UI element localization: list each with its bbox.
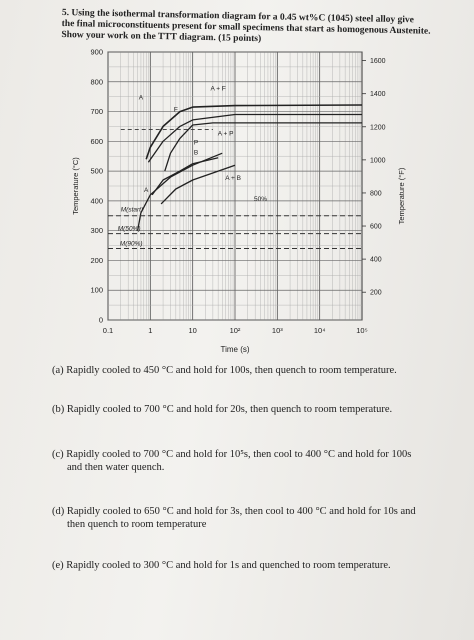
x-tick-label: 1 xyxy=(148,326,152,335)
x-tick-label: 10 xyxy=(188,326,196,335)
part-a: (a) Rapidly cooled to 450 °C and hold fo… xyxy=(52,364,452,377)
region-label: A xyxy=(144,187,149,194)
y-tick-label-right: 1000 xyxy=(370,157,386,164)
x-tick-label: 0.1 xyxy=(103,326,113,335)
part-d: (d) Rapidly cooled to 650 °C and hold fo… xyxy=(52,505,452,531)
y-tick-label-right: 800 xyxy=(370,190,382,197)
region-label: A xyxy=(139,95,144,102)
y-tick-label-right: 400 xyxy=(370,257,382,264)
y-axis-label-right: Temperature (°F) xyxy=(397,167,406,224)
region-label: 50% xyxy=(254,196,267,203)
region-label: P xyxy=(194,139,198,146)
part-a-line-1: (a) Rapidly cooled to 450 °C and hold fo… xyxy=(52,365,397,376)
y-tick-label-left: 600 xyxy=(90,137,103,146)
x-tick-label: 10⁵ xyxy=(356,326,367,335)
part-c-line-1: (c) Rapidly cooled to 700 °C and hold fo… xyxy=(52,449,412,460)
x-tick-label: 10⁴ xyxy=(314,326,326,335)
martensite-label: M(50%) xyxy=(118,226,141,233)
part-e: (e) Rapidly cooled to 300 °C and hold fo… xyxy=(52,559,452,572)
part-e-line-1: (e) Rapidly cooled to 300 °C and hold fo… xyxy=(52,560,391,571)
ttt-curve-3 xyxy=(164,122,362,172)
y-tick-label-left: 300 xyxy=(90,226,103,235)
martensite-label: M(start) xyxy=(121,206,143,213)
y-tick-label-right: 1600 xyxy=(370,58,386,65)
martensite-label: M(90%) xyxy=(120,241,143,248)
region-label: A + P xyxy=(218,130,234,137)
y-tick-label-right: 600 xyxy=(370,224,382,231)
y-tick-label-left: 700 xyxy=(90,107,103,116)
ttt-curve-6 xyxy=(160,164,236,205)
y-tick-label-left: 200 xyxy=(90,256,103,265)
region-label: A + F xyxy=(210,86,225,93)
part-d-line-1: (d) Rapidly cooled to 650 °C and hold fo… xyxy=(52,506,416,517)
x-tick-label: 10² xyxy=(230,326,241,335)
ttt-curve-1 xyxy=(145,104,363,160)
y-tick-label-left: 400 xyxy=(90,196,103,205)
ttt-diagram: 0.1 1 10 10² 10³ 10⁴ 10⁵ 0 100 200 300 400 500 600 700… xyxy=(71,48,406,355)
y-tick-label-left: 900 xyxy=(90,48,103,57)
part-c-line-2: and then water quench. xyxy=(67,462,165,473)
y-tick-label-left: 500 xyxy=(90,167,103,176)
y-tick-label-left: 800 xyxy=(90,77,103,86)
y-axis-label-left: Temperature (°C) xyxy=(71,157,80,215)
x-axis-label: Time (s) xyxy=(220,345,249,354)
y-tick-label-right: 1400 xyxy=(370,91,386,98)
y-tick-label-left: 100 xyxy=(90,286,103,295)
part-b: (b) Rapidly cooled to 700 °C and hold fo… xyxy=(52,403,452,416)
x-tick-label: 10³ xyxy=(272,326,283,335)
region-label: F xyxy=(174,107,178,114)
part-c: (c) Rapidly cooled to 700 °C and hold fo… xyxy=(52,448,452,474)
region-label: A + B xyxy=(225,175,241,182)
chart-labels: Time (s) Temperature (°C) Temperature (°F)… xyxy=(71,86,406,354)
part-b-line-1: (b) Rapidly cooled to 700 °C and hold fo… xyxy=(52,404,393,415)
y-tick-label-right: 200 xyxy=(370,290,382,297)
y-tick-label-right: 1200 xyxy=(370,124,386,131)
part-d-line-2: then quench to room temperature xyxy=(67,519,207,530)
region-label: B xyxy=(194,150,198,157)
y-tick-label-left: 0 xyxy=(99,316,103,325)
chart-grid xyxy=(107,51,363,321)
chart-ticks: 0.1 1 10 10² 10³ 10⁴ 10⁵ 0 100 200 300 400 500 600 700… xyxy=(90,48,385,336)
ttt-curve-5 xyxy=(151,157,219,196)
chart-curves xyxy=(108,104,363,250)
ttt-curve-2 xyxy=(147,113,362,163)
